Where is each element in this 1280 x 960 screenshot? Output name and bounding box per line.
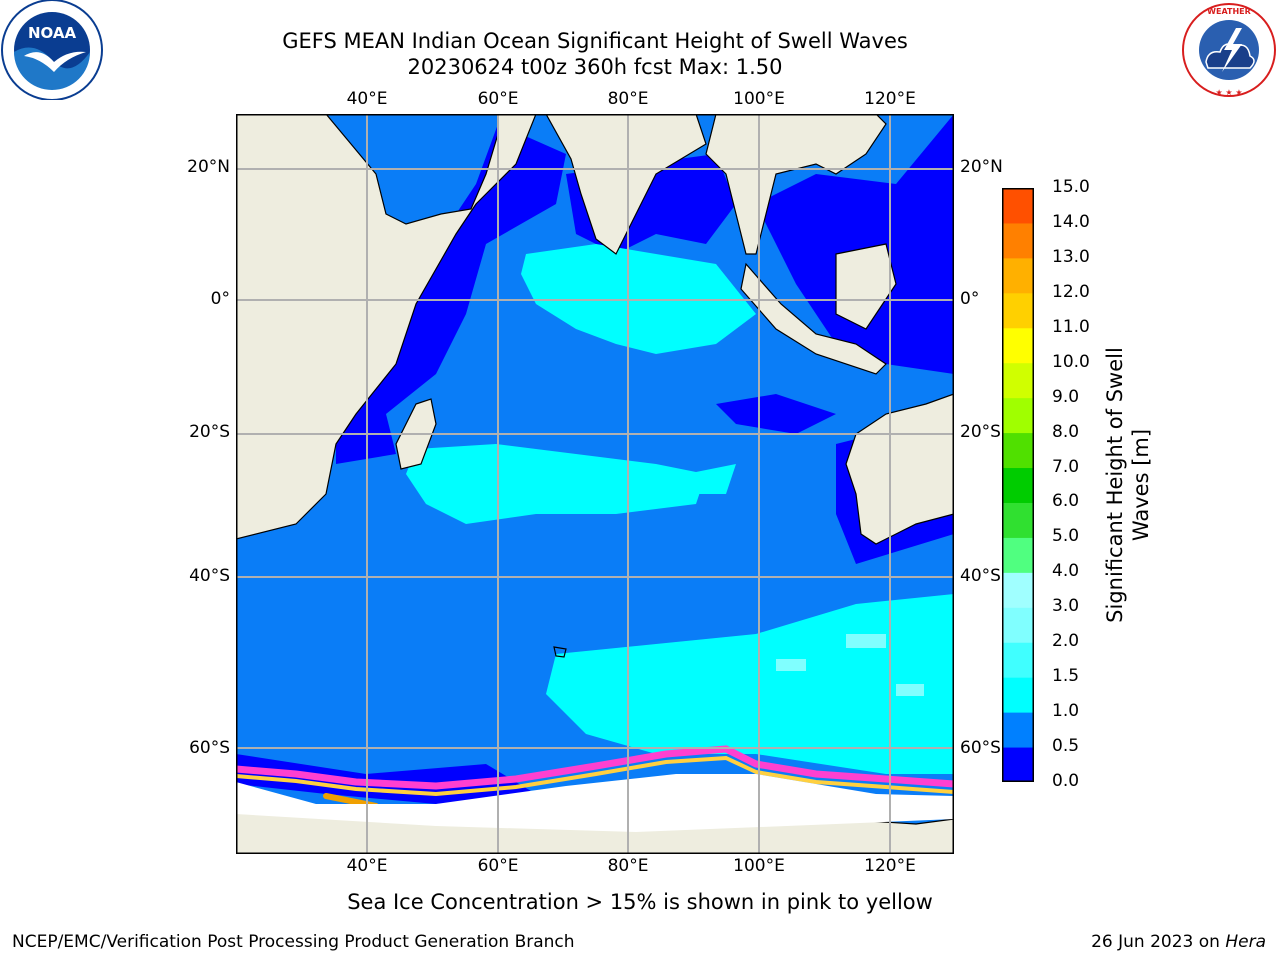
lat-label-left: 60°S [189, 738, 230, 758]
colorbar-segment [1002, 188, 1034, 224]
colorbar-tick-label: 13.0 [1052, 246, 1090, 267]
colorbar-tick-label: 5.0 [1052, 526, 1080, 547]
colorbar [1002, 188, 1034, 782]
colorbar-tick-label: 0.5 [1052, 736, 1080, 757]
colorbar-segment [1002, 677, 1034, 713]
colorbar-segment [1002, 572, 1034, 608]
lon-label-bottom: 80°E [607, 856, 649, 876]
colorbar-label-line1: Significant Height of Swell [1103, 347, 1127, 623]
lat-label-right: 20°S [960, 422, 1001, 442]
chart-subtitle: 20230624 t00z 360h fcst Max: 1.50 [407, 55, 783, 79]
lon-label-top: 80°E [607, 89, 649, 109]
colorbar-tick-label: 12.0 [1052, 281, 1090, 302]
svg-text:WEATHER: WEATHER [1207, 7, 1251, 16]
swell-high-speckles [776, 634, 924, 696]
colorbar-segment [1002, 537, 1034, 573]
colorbar-segment [1002, 362, 1034, 399]
colorbar-segment [1002, 292, 1034, 329]
lat-label-right: 60°S [960, 738, 1001, 758]
colorbar-segment [1002, 467, 1034, 503]
lat-label-left: 20°S [189, 422, 230, 442]
lon-label-bottom: 60°E [477, 856, 519, 876]
lon-label-top: 120°E [864, 89, 916, 109]
colorbar-tick-label: 0.0 [1052, 771, 1080, 791]
lat-label-right: 0° [960, 289, 980, 309]
colorbar-segment [1002, 642, 1034, 678]
lat-label-left: 20°N [187, 157, 230, 177]
graticule [236, 114, 954, 854]
footer-host: Hera [1225, 932, 1266, 952]
colorbar-segment [1002, 222, 1034, 259]
swell-map [236, 114, 954, 854]
colorbar-segment [1002, 397, 1034, 434]
lon-label-top: 100°E [733, 89, 785, 109]
chart-title: GEFS MEAN Indian Ocean Significant Heigh… [282, 29, 908, 53]
colorbar-segment [1002, 747, 1034, 782]
lat-label-left: 40°S [189, 566, 230, 586]
nws-logo: WEATHER ★ ★ ★ [1182, 3, 1276, 97]
colorbar-tick-label: 14.0 [1052, 211, 1090, 232]
lat-label-right: 20°N [960, 157, 1003, 177]
colorbar-tick-label: 3.0 [1052, 596, 1080, 617]
colorbar-segment [1002, 257, 1034, 294]
colorbar-tick-label: 7.0 [1052, 456, 1080, 477]
lon-label-bottom: 120°E [864, 856, 916, 876]
lat-label-right: 40°S [960, 566, 1001, 586]
colorbar-segment [1002, 327, 1034, 364]
lon-label-top: 60°E [477, 89, 519, 109]
colorbar-tick-label: 9.0 [1052, 386, 1080, 407]
colorbar-segment [1002, 432, 1034, 469]
noaa-logo: NOAA [1, 0, 103, 100]
colorbar-segment [1002, 712, 1034, 748]
colorbar-tick-label: 6.0 [1052, 491, 1080, 512]
lon-label-bottom: 40°E [346, 856, 388, 876]
colorbar-segment [1002, 607, 1034, 643]
colorbar-segment [1002, 502, 1034, 538]
colorbar-tick-label: 2.0 [1052, 631, 1080, 652]
colorbar-tick-label: 4.0 [1052, 561, 1080, 582]
footer-credit: NCEP/EMC/Verification Post Processing Pr… [12, 932, 575, 952]
ice-white [236, 774, 954, 832]
colorbar-tick-label: 1.5 [1052, 666, 1080, 687]
colorbar-label: Significant Height of Swell Waves [m] [1102, 325, 1154, 645]
footer-date-text: 26 Jun 2023 on [1091, 932, 1226, 952]
lon-label-bottom: 100°E [733, 856, 785, 876]
colorbar-tick-label: 15.0 [1052, 177, 1090, 197]
colorbar-tick-label: 10.0 [1052, 351, 1090, 372]
lat-label-left: 0° [210, 289, 230, 309]
colorbar-tick-label: 1.0 [1052, 701, 1080, 722]
land [236, 114, 954, 854]
noaa-logo-text: NOAA [28, 24, 77, 42]
colorbar-label-line2: Waves [m] [1129, 428, 1153, 542]
sea-ice-note: Sea Ice Concentration > 15% is shown in … [347, 890, 933, 914]
svg-text:★ ★ ★: ★ ★ ★ [1215, 88, 1242, 97]
colorbar-tick-label: 8.0 [1052, 421, 1080, 442]
footer-date: 26 Jun 2023 on Hera [1091, 932, 1266, 952]
colorbar-tick-label: 11.0 [1052, 316, 1090, 337]
lon-label-top: 40°E [346, 89, 388, 109]
